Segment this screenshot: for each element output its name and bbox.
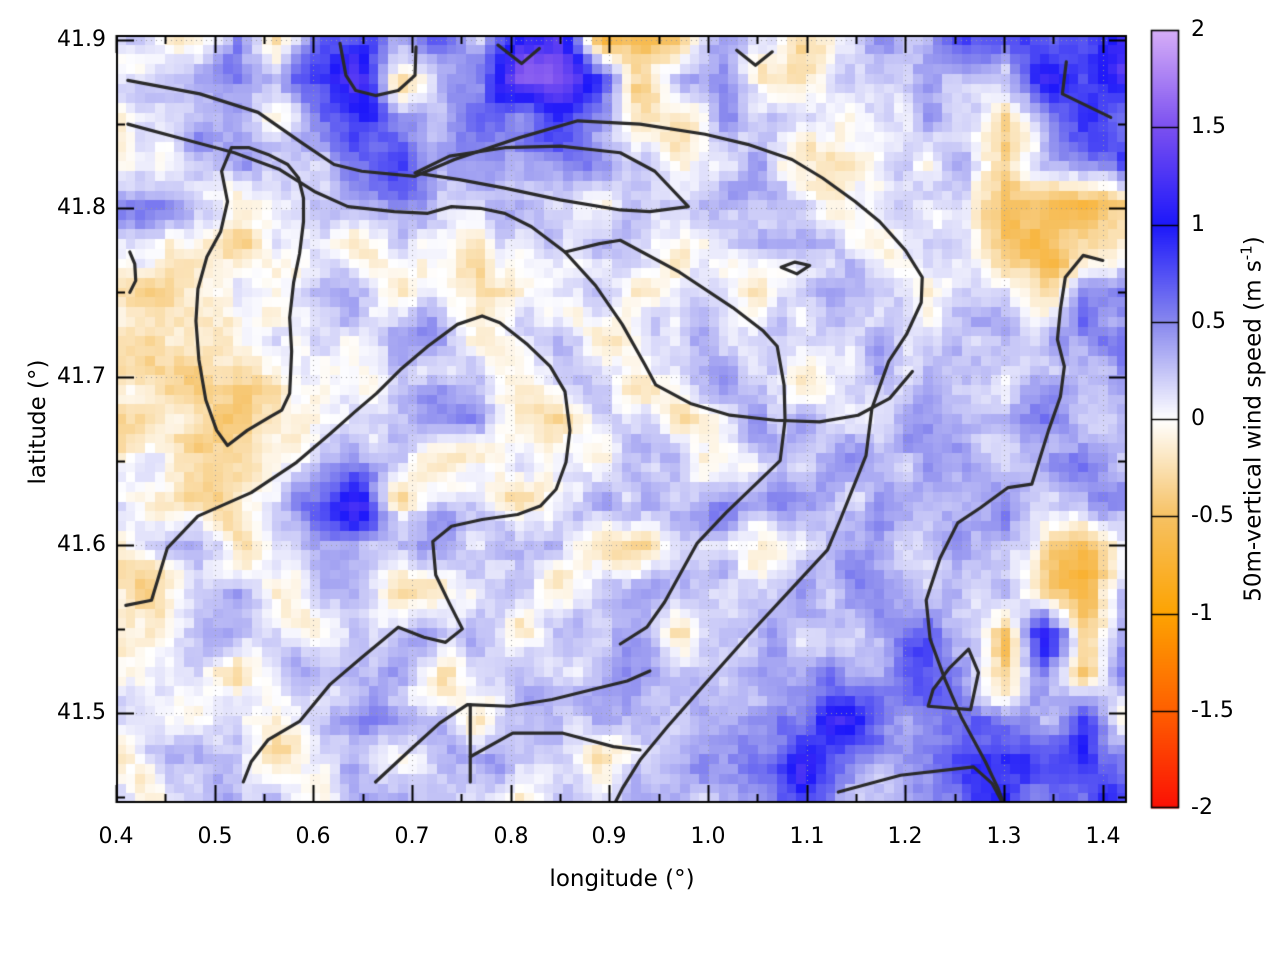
x-tick-label: 1.2 <box>887 824 923 849</box>
colorbar-tick-label: -1.5 <box>1191 698 1234 723</box>
y-tick-label: 41.7 <box>57 364 106 389</box>
colorbar-tick-label: 0.5 <box>1191 309 1226 334</box>
x-tick-label: 1.4 <box>1085 824 1121 849</box>
x-tick-label: 0.8 <box>493 824 529 849</box>
x-tick-label: 0.4 <box>98 824 134 849</box>
colorbar-title-main: 50m-vertical wind speed (m s <box>1240 260 1267 602</box>
colorbar-tick-label: -1 <box>1191 601 1213 626</box>
y-tick-label: 41.6 <box>57 532 106 557</box>
y-tick-label: 41.8 <box>57 195 106 220</box>
y-tick-label: 41.5 <box>57 700 106 725</box>
x-tick-label: 1.1 <box>789 824 825 849</box>
colorbar-tick-label: 0 <box>1191 406 1205 431</box>
x-tick-label: 1.0 <box>690 824 726 849</box>
colorbar-title-end: ) <box>1240 236 1267 246</box>
colorbar-tick-label: 1.5 <box>1191 114 1226 139</box>
y-tick-label: 41.9 <box>57 27 106 52</box>
x-tick-label: 1.3 <box>986 824 1022 849</box>
x-tick-label: 0.5 <box>197 824 233 849</box>
colorbar-tick-label: -0.5 <box>1191 503 1234 528</box>
colorbar-tick-label: 1 <box>1191 212 1205 237</box>
colorbar-tick-label: -2 <box>1191 795 1213 820</box>
colorbar-title-superscript: -1 <box>1237 245 1256 261</box>
x-tick-label: 0.7 <box>394 824 430 849</box>
colorbar-title: 50m-vertical wind speed (m s-1) <box>1238 236 1267 602</box>
x-tick-label: 0.6 <box>295 824 331 849</box>
colorbar-tick-label: 2 <box>1191 17 1205 42</box>
x-axis-title: longitude (°) <box>549 866 695 892</box>
x-tick-label: 0.9 <box>591 824 627 849</box>
